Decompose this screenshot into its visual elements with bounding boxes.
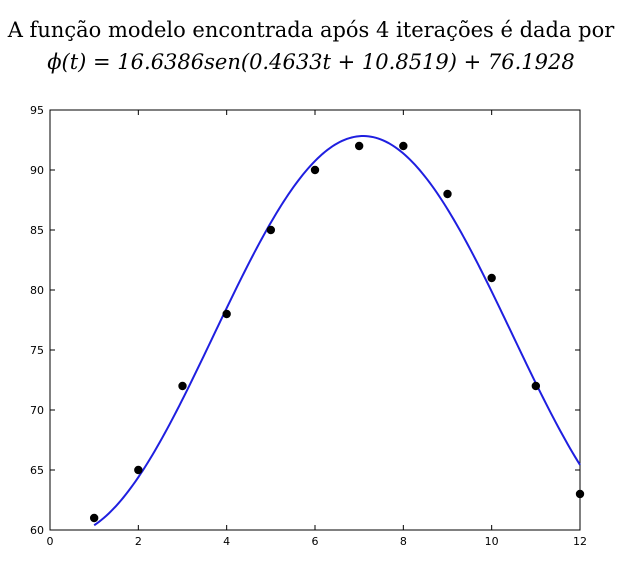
data-point — [134, 465, 143, 475]
x-tick-label: 2 — [135, 535, 142, 548]
x-tick-label: 0 — [47, 535, 54, 548]
tick-marks — [49, 109, 581, 531]
model-equation: ϕ(t) = 16.6386sen(0.4633t + 10.8519) + 7… — [47, 50, 575, 74]
tick-labels: 0 2 4 6 8 10 12 60 65 70 75 80 85 90 95 — [30, 104, 587, 548]
data-point — [443, 189, 452, 199]
data-point — [310, 165, 320, 175]
caption-text: A função modelo encontrada após 4 iteraç… — [7, 18, 615, 42]
y-tick-label: 75 — [30, 344, 44, 357]
y-tick-label: 80 — [30, 284, 44, 297]
data-point — [354, 141, 364, 151]
x-tick-label: 6 — [312, 535, 319, 548]
y-tick-label: 60 — [30, 524, 44, 537]
y-tick-label: 70 — [30, 404, 44, 417]
data-point — [399, 141, 408, 151]
x-tick-label: 10 — [485, 535, 499, 548]
data-point — [89, 513, 99, 523]
y-tick-label: 90 — [30, 164, 44, 177]
y-tick-label: 85 — [30, 224, 44, 237]
data-point — [222, 309, 231, 319]
y-tick-label: 65 — [30, 464, 44, 477]
x-tick-label: 12 — [573, 535, 587, 548]
model-curve — [93, 135, 581, 527]
data-point — [531, 381, 541, 391]
data-point — [178, 381, 187, 391]
x-tick-label: 8 — [400, 535, 407, 548]
x-tick-label: 4 — [223, 535, 230, 548]
data-point — [266, 225, 276, 235]
data-points — [89, 141, 585, 523]
y-tick-label: 95 — [30, 104, 44, 117]
data-point — [487, 273, 496, 283]
data-point — [575, 489, 585, 499]
chart: 0 2 4 6 8 10 12 60 65 70 75 80 85 90 95 — [30, 104, 587, 548]
